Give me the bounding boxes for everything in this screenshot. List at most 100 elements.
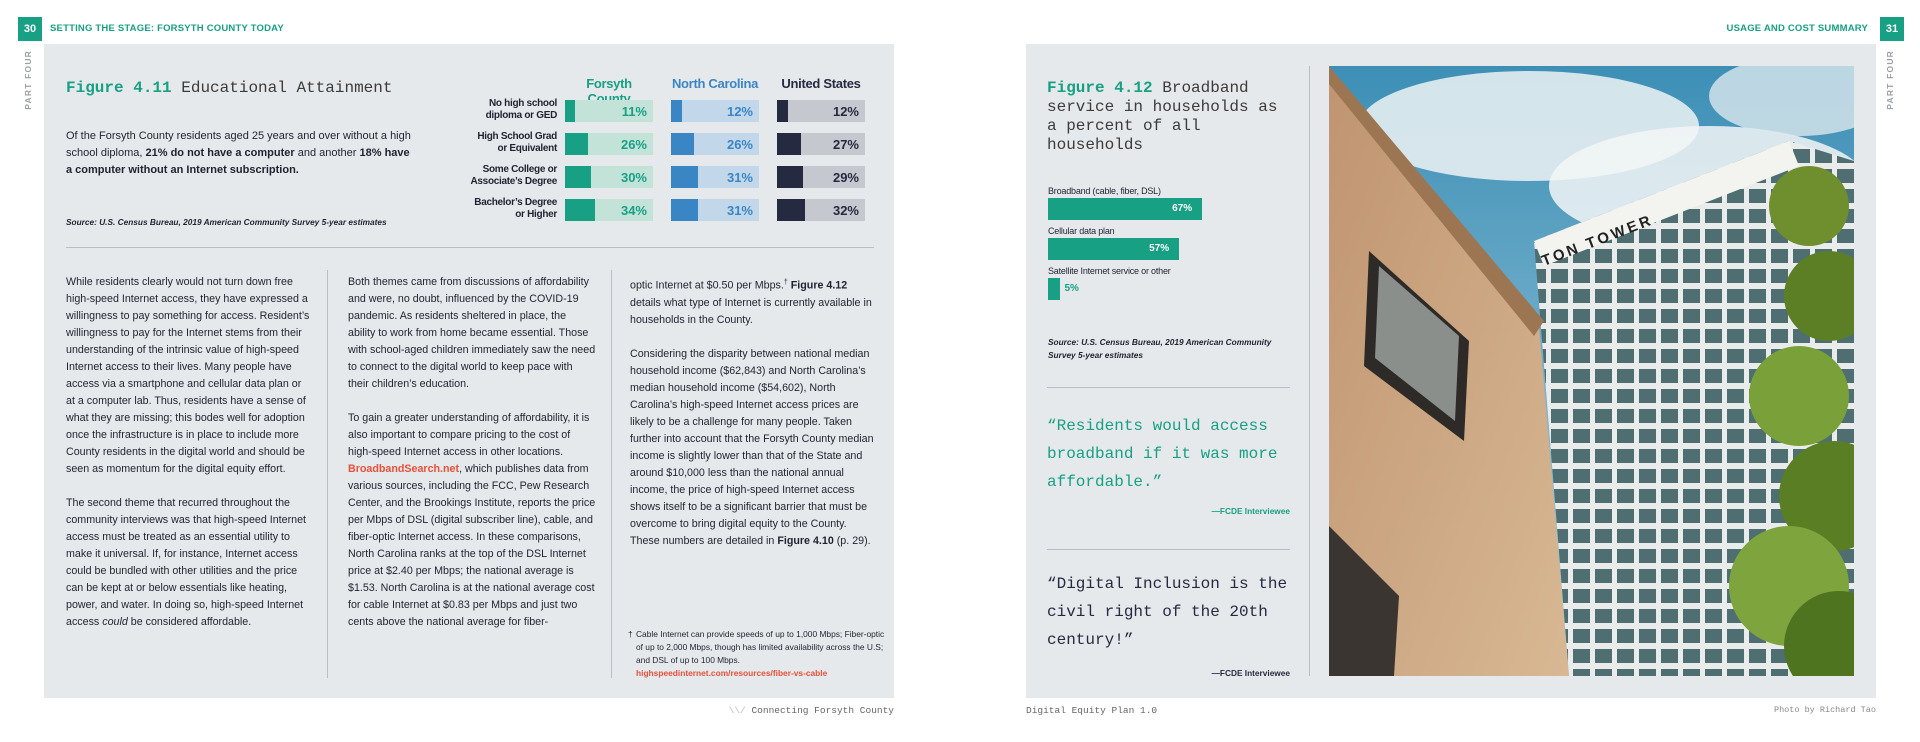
- bar-track: 27%: [777, 133, 865, 155]
- data-label: 12%: [726, 104, 753, 119]
- footer-text: Connecting Forsyth County: [751, 705, 894, 716]
- divider-line: [1047, 549, 1290, 550]
- figure-number: Figure 4.12: [1047, 79, 1153, 97]
- series-header: North Carolina: [671, 76, 759, 91]
- paragraph: Both themes came from discussions of aff…: [348, 276, 596, 390]
- bar-track: 26%: [671, 133, 759, 155]
- bar-track: 31%: [671, 199, 759, 221]
- data-label: 31%: [726, 203, 753, 218]
- paragraph: To gain a greater understanding of affor…: [348, 410, 596, 631]
- data-label: 27%: [832, 137, 859, 152]
- category-label: Broadband (cable, fiber, DSL): [1048, 186, 1161, 196]
- footer-ornament: \\/: [728, 705, 746, 716]
- category-label-line: Associate’s Degree: [470, 176, 558, 187]
- desc-part: Of the Forsyth County residents aged 25 …: [66, 130, 411, 159]
- side-label-right: PART FOUR: [1885, 50, 1895, 110]
- category-label: Some College or Associate’s Degree: [440, 164, 558, 188]
- figure-number: Figure 4.11: [66, 79, 172, 97]
- category-label-line: High School Grad: [477, 131, 557, 142]
- bar-fill: [565, 100, 575, 122]
- figure-title: Educational Attainment: [181, 79, 393, 97]
- text-column-2: Both themes came from discussions of aff…: [348, 274, 596, 648]
- column-rule: [327, 270, 328, 678]
- bar-fill: [565, 133, 588, 155]
- broadband-service-chart: Broadband (cable, fiber, DSL) 67% Cellular…: [1048, 186, 1288, 306]
- quote-attribution-2: —FCDE Interviewee: [1211, 668, 1290, 678]
- data-label: 34%: [620, 203, 647, 218]
- photo-credit: Photo by Richard Tao: [1773, 705, 1876, 715]
- bar: [1048, 278, 1060, 300]
- text-column-3: optic Internet at $0.50 per Mbps.† Figur…: [630, 274, 876, 567]
- data-label: 5%: [1064, 283, 1079, 294]
- bar-fill: [671, 133, 694, 155]
- data-label: 26%: [620, 137, 647, 152]
- category-label: Satellite Internet service or other: [1048, 266, 1171, 276]
- bar: [1048, 198, 1203, 220]
- paragraph-text: be considered affordable.: [127, 616, 252, 628]
- figure-reference: Figure 4.10: [777, 534, 834, 547]
- quote-text: “Residents would access broadband if it …: [1047, 417, 1278, 491]
- bar-fill: [777, 100, 788, 122]
- page-number-text: 31: [1885, 23, 1899, 35]
- figure-reference: Figure 4.12: [790, 279, 848, 292]
- footnote-text: Cable Internet can provide speeds of up …: [636, 629, 885, 665]
- bar-fill: [777, 199, 806, 221]
- figure-4-11-title: Figure 4.11 Educational Attainment: [66, 79, 466, 98]
- category-label-line: Some College or: [482, 164, 558, 175]
- bar-track: 12%: [777, 100, 865, 122]
- paragraph-text: optic Internet at $0.50 per Mbps.: [630, 279, 784, 292]
- series-header: United States: [781, 76, 861, 91]
- pull-quote-1: “Residents would access broadband if it …: [1047, 412, 1290, 496]
- bar-fill: [565, 199, 595, 221]
- bar: [1048, 238, 1180, 260]
- paragraph: optic Internet at $0.50 per Mbps.† Figur…: [630, 274, 876, 329]
- quote-text: “Digital Inclusion is the civil right of…: [1047, 575, 1288, 649]
- bar-fill: [777, 166, 803, 188]
- desc-part: and another: [294, 147, 360, 159]
- figure-4-12-title: Figure 4.12 Broadband service in househo…: [1047, 79, 1287, 155]
- footnote: † Cable Internet can provide speeds of u…: [628, 628, 886, 680]
- bar-track: 30%: [565, 166, 653, 188]
- data-label: 32%: [832, 203, 859, 218]
- bar-track: 12%: [671, 100, 759, 122]
- data-label: 30%: [620, 170, 647, 185]
- category-label: No high school diploma or GED: [440, 98, 558, 122]
- data-label: 57%: [1149, 243, 1170, 254]
- footnote-link[interactable]: highspeedinternet.com/resources/fiber-vs…: [636, 668, 828, 678]
- data-label: 12%: [832, 104, 859, 119]
- desc-emphasis: 18% have a computer without an Internet …: [66, 147, 410, 176]
- category-label: Bachelor’s Degree or Higher: [440, 197, 557, 221]
- bar-fill: [671, 199, 699, 221]
- category-label-line: or Equivalent: [497, 143, 558, 154]
- paragraph: While residents clearly would not turn d…: [66, 276, 310, 475]
- paragraph-text: Considering the disparity between nation…: [630, 347, 874, 547]
- paragraph: The second theme that recurred throughou…: [66, 495, 312, 631]
- figure-title: Broadband service in households as a per…: [1047, 79, 1278, 154]
- category-label: Cellular data plan: [1048, 226, 1115, 236]
- category-label-line: or Higher: [515, 209, 557, 220]
- data-label: 26%: [726, 137, 753, 152]
- bar-fill: [777, 133, 801, 155]
- italic-text: could: [102, 616, 128, 628]
- page-number-left: 30: [18, 17, 42, 41]
- bar-track: 26%: [565, 133, 653, 155]
- figure-4-12-source: Source: U.S. Census Bureau, 2019 America…: [1048, 337, 1272, 360]
- data-label: 31%: [726, 170, 753, 185]
- building-photo: TON TOWER: [1329, 66, 1854, 676]
- desc-emphasis: 21% do not have a computer: [145, 147, 295, 159]
- bar-track: 11%: [565, 100, 653, 122]
- side-label-left: PART FOUR: [23, 50, 33, 110]
- footnote-mark: †: [628, 629, 633, 639]
- footer-right-page-left: Digital Equity Plan 1.0: [1026, 705, 1158, 716]
- broadbandsearch-link[interactable]: BroadbandSearch.net: [348, 463, 460, 475]
- paragraph-text: details what type of Internet is current…: [630, 296, 872, 326]
- bar-track: 34%: [565, 199, 653, 221]
- footer-left-page: \\/ Connecting Forsyth County: [729, 705, 894, 716]
- footnote-marker: †: [783, 279, 788, 286]
- column-rule: [1309, 66, 1310, 676]
- page-number-text: 30: [23, 23, 37, 35]
- paragraph: Considering the disparity between nation…: [630, 346, 876, 550]
- running-header-left: SETTING THE STAGE: FORSYTH COUNTY TODAY: [50, 23, 284, 34]
- paragraph-text: To gain a greater understanding of affor…: [348, 412, 590, 458]
- bar-fill: [565, 166, 592, 188]
